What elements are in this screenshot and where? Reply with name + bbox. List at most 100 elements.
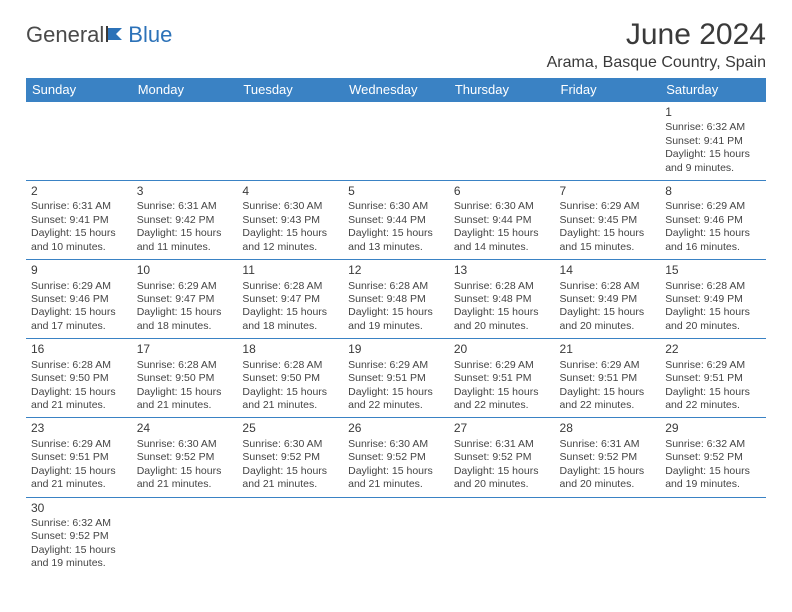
sunrise-text: Sunrise: 6:30 AM (242, 200, 338, 213)
sunset-text: Sunset: 9:51 PM (665, 372, 761, 385)
calendar-table: SundayMondayTuesdayWednesdayThursdayFrid… (26, 78, 766, 576)
daylight-text: Daylight: 15 hours and 22 minutes. (665, 386, 761, 413)
sunset-text: Sunset: 9:52 PM (348, 451, 444, 464)
sunset-text: Sunset: 9:47 PM (137, 293, 233, 306)
calendar-cell: 3Sunrise: 6:31 AMSunset: 9:42 PMDaylight… (132, 181, 238, 260)
daylight-text: Daylight: 15 hours and 20 minutes. (560, 465, 656, 492)
sunrise-text: Sunrise: 6:31 AM (454, 438, 550, 451)
calendar-cell: 5Sunrise: 6:30 AMSunset: 9:44 PMDaylight… (343, 181, 449, 260)
sunset-text: Sunset: 9:51 PM (560, 372, 656, 385)
calendar-cell: 23Sunrise: 6:29 AMSunset: 9:51 PMDayligh… (26, 418, 132, 497)
dayname-header: Friday (555, 78, 661, 102)
day-number: 22 (665, 342, 761, 357)
day-number: 26 (348, 421, 444, 436)
month-title: June 2024 (547, 18, 766, 52)
calendar-cell: 21Sunrise: 6:29 AMSunset: 9:51 PMDayligh… (555, 339, 661, 418)
calendar-cell: 24Sunrise: 6:30 AMSunset: 9:52 PMDayligh… (132, 418, 238, 497)
calendar-cell (555, 497, 661, 576)
calendar-cell: 28Sunrise: 6:31 AMSunset: 9:52 PMDayligh… (555, 418, 661, 497)
day-number: 23 (31, 421, 127, 436)
day-number: 21 (560, 342, 656, 357)
sunrise-text: Sunrise: 6:32 AM (665, 121, 761, 134)
logo: GeneralBlue (26, 18, 172, 48)
daylight-text: Daylight: 15 hours and 18 minutes. (137, 306, 233, 333)
daylight-text: Daylight: 15 hours and 19 minutes. (665, 465, 761, 492)
sunrise-text: Sunrise: 6:30 AM (242, 438, 338, 451)
calendar-cell (660, 497, 766, 576)
sunset-text: Sunset: 9:49 PM (665, 293, 761, 306)
day-number: 1 (665, 105, 761, 120)
sunrise-text: Sunrise: 6:28 AM (454, 280, 550, 293)
sunrise-text: Sunrise: 6:29 AM (31, 280, 127, 293)
daylight-text: Daylight: 15 hours and 20 minutes. (454, 465, 550, 492)
sunrise-text: Sunrise: 6:29 AM (560, 359, 656, 372)
day-number: 27 (454, 421, 550, 436)
calendar-cell: 8Sunrise: 6:29 AMSunset: 9:46 PMDaylight… (660, 181, 766, 260)
dayname-header: Wednesday (343, 78, 449, 102)
calendar-cell: 11Sunrise: 6:28 AMSunset: 9:47 PMDayligh… (237, 260, 343, 339)
day-number: 29 (665, 421, 761, 436)
calendar-body: 1Sunrise: 6:32 AMSunset: 9:41 PMDaylight… (26, 102, 766, 576)
sunset-text: Sunset: 9:46 PM (665, 214, 761, 227)
day-number: 9 (31, 263, 127, 278)
daylight-text: Daylight: 15 hours and 13 minutes. (348, 227, 444, 254)
calendar-cell: 7Sunrise: 6:29 AMSunset: 9:45 PMDaylight… (555, 181, 661, 260)
sunset-text: Sunset: 9:52 PM (242, 451, 338, 464)
calendar-cell (237, 102, 343, 181)
day-number: 14 (560, 263, 656, 278)
daylight-text: Daylight: 15 hours and 15 minutes. (560, 227, 656, 254)
daylight-text: Daylight: 15 hours and 11 minutes. (137, 227, 233, 254)
sunset-text: Sunset: 9:45 PM (560, 214, 656, 227)
calendar-cell: 6Sunrise: 6:30 AMSunset: 9:44 PMDaylight… (449, 181, 555, 260)
sunrise-text: Sunrise: 6:29 AM (31, 438, 127, 451)
calendar-cell (343, 497, 449, 576)
flag-icon (106, 22, 126, 48)
calendar-cell: 17Sunrise: 6:28 AMSunset: 9:50 PMDayligh… (132, 339, 238, 418)
day-number: 18 (242, 342, 338, 357)
sunset-text: Sunset: 9:51 PM (348, 372, 444, 385)
day-number: 13 (454, 263, 550, 278)
sunset-text: Sunset: 9:41 PM (31, 214, 127, 227)
day-number: 30 (31, 501, 127, 516)
sunset-text: Sunset: 9:41 PM (665, 135, 761, 148)
sunset-text: Sunset: 9:52 PM (560, 451, 656, 464)
calendar-cell (449, 497, 555, 576)
sunset-text: Sunset: 9:43 PM (242, 214, 338, 227)
daylight-text: Daylight: 15 hours and 20 minutes. (560, 306, 656, 333)
calendar-cell: 13Sunrise: 6:28 AMSunset: 9:48 PMDayligh… (449, 260, 555, 339)
daylight-text: Daylight: 15 hours and 21 minutes. (242, 386, 338, 413)
daylight-text: Daylight: 15 hours and 21 minutes. (242, 465, 338, 492)
day-number: 11 (242, 263, 338, 278)
calendar-cell: 4Sunrise: 6:30 AMSunset: 9:43 PMDaylight… (237, 181, 343, 260)
sunrise-text: Sunrise: 6:28 AM (560, 280, 656, 293)
sunset-text: Sunset: 9:50 PM (242, 372, 338, 385)
day-number: 19 (348, 342, 444, 357)
sunset-text: Sunset: 9:52 PM (31, 530, 127, 543)
daylight-text: Daylight: 15 hours and 22 minutes. (348, 386, 444, 413)
sunrise-text: Sunrise: 6:28 AM (242, 280, 338, 293)
calendar-cell: 30Sunrise: 6:32 AMSunset: 9:52 PMDayligh… (26, 497, 132, 576)
day-number: 6 (454, 184, 550, 199)
daylight-text: Daylight: 15 hours and 12 minutes. (242, 227, 338, 254)
dayname-header: Thursday (449, 78, 555, 102)
sunrise-text: Sunrise: 6:32 AM (31, 517, 127, 530)
sunset-text: Sunset: 9:50 PM (137, 372, 233, 385)
sunrise-text: Sunrise: 6:28 AM (137, 359, 233, 372)
day-number: 10 (137, 263, 233, 278)
sunrise-text: Sunrise: 6:31 AM (560, 438, 656, 451)
calendar-cell (449, 102, 555, 181)
calendar-cell: 9Sunrise: 6:29 AMSunset: 9:46 PMDaylight… (26, 260, 132, 339)
calendar-cell: 14Sunrise: 6:28 AMSunset: 9:49 PMDayligh… (555, 260, 661, 339)
sunrise-text: Sunrise: 6:31 AM (31, 200, 127, 213)
dayname-header: Monday (132, 78, 238, 102)
daylight-text: Daylight: 15 hours and 19 minutes. (31, 544, 127, 571)
sunset-text: Sunset: 9:50 PM (31, 372, 127, 385)
location: Arama, Basque Country, Spain (547, 54, 766, 72)
dayname-header: Saturday (660, 78, 766, 102)
dayname-header: Tuesday (237, 78, 343, 102)
sunset-text: Sunset: 9:44 PM (454, 214, 550, 227)
sunset-text: Sunset: 9:52 PM (137, 451, 233, 464)
sunset-text: Sunset: 9:51 PM (31, 451, 127, 464)
calendar-cell (343, 102, 449, 181)
daylight-text: Daylight: 15 hours and 22 minutes. (454, 386, 550, 413)
